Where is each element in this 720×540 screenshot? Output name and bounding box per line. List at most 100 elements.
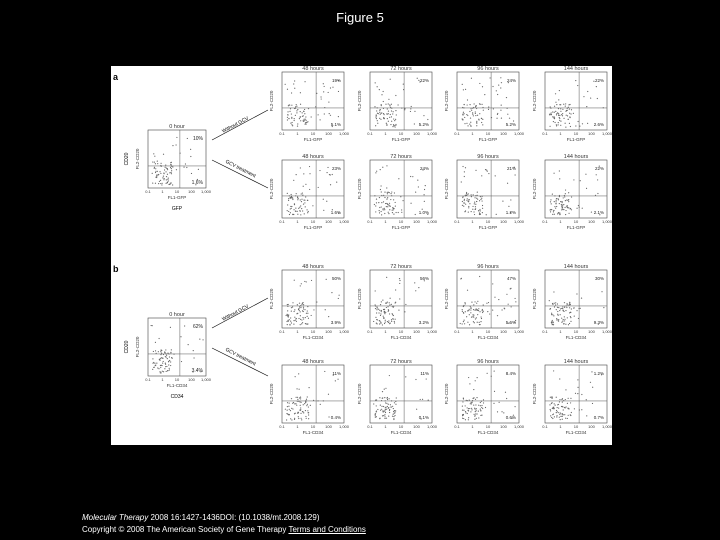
event-dot: [382, 166, 384, 168]
event-dot: [171, 165, 173, 167]
event-dot: [383, 117, 385, 119]
event-dot: [394, 318, 396, 320]
event-dot: [559, 314, 561, 316]
event-dot: [163, 179, 165, 181]
event-dot: [190, 148, 192, 150]
event-dot: [377, 122, 379, 124]
event-dot: [286, 192, 288, 194]
event-dot: [481, 86, 484, 88]
event-dot: [383, 410, 385, 412]
event-dot: [393, 320, 395, 323]
event-dot: [395, 110, 397, 112]
event-dot: [299, 92, 301, 94]
event-dot: [309, 188, 311, 191]
event-dot: [549, 308, 551, 310]
axis-tick-label: 1: [559, 424, 562, 429]
event-dot: [389, 404, 391, 406]
event-dot: [479, 311, 481, 313]
event-dot: [288, 414, 290, 416]
axis-tick-label: 0.1: [454, 329, 460, 334]
axis-tick-label: 0.1: [454, 424, 460, 429]
event-dot: [569, 315, 571, 318]
x-axis-label: FL1-GFP: [479, 137, 498, 142]
axis-tick-label: 1: [161, 377, 164, 382]
axis-tick-label: 1: [471, 329, 474, 334]
event-dot: [424, 185, 426, 187]
event-dot: [375, 322, 377, 324]
axis-tick-label: 1,000: [339, 424, 350, 429]
event-dot: [464, 405, 466, 407]
event-dot: [288, 314, 290, 316]
event-dot: [154, 341, 157, 343]
event-dot: [462, 111, 465, 113]
event-dot: [385, 311, 387, 313]
event-dot: [487, 108, 490, 110]
event-dot: [384, 209, 386, 211]
event-dot: [414, 110, 416, 112]
event-dot: [287, 316, 289, 318]
event-dot: [514, 321, 516, 323]
event-dot: [393, 124, 395, 126]
event-dot: [469, 117, 472, 119]
event-dot: [387, 306, 389, 308]
event-dot: [462, 114, 464, 116]
event-dot: [375, 115, 377, 117]
event-dot: [383, 322, 386, 325]
event-dot: [293, 418, 296, 420]
event-dot: [504, 308, 506, 310]
event-dot: [554, 404, 556, 406]
axis-tick-label: 100: [413, 131, 420, 136]
plot-frame: [544, 71, 608, 131]
event-dot: [515, 301, 517, 303]
event-dot: [300, 318, 302, 320]
event-dot: [179, 152, 181, 154]
event-dot: [467, 419, 469, 421]
quadrant-percent: 3.4%: [192, 368, 204, 374]
event-dot: [160, 354, 162, 356]
event-dot: [322, 198, 324, 200]
event-dot: [489, 313, 491, 315]
event-dot: [470, 210, 472, 213]
event-dot: [164, 355, 166, 358]
event-dot: [385, 122, 387, 124]
event-dot: [329, 114, 332, 116]
y-axis-label: FL2-CD20: [532, 178, 537, 199]
event-dot: [190, 155, 192, 158]
event-dot: [381, 112, 383, 114]
axis-tick-label: 0.1: [454, 131, 460, 136]
event-dot: [290, 207, 292, 209]
event-dot: [559, 419, 561, 421]
event-dot: [373, 203, 375, 206]
event-dot: [570, 109, 573, 111]
event-dot: [395, 114, 397, 116]
event-dot: [556, 306, 559, 308]
event-dot: [319, 119, 321, 121]
event-dot: [297, 197, 299, 199]
event-dot: [464, 210, 467, 212]
terms-link[interactable]: Terms and Conditions: [288, 525, 366, 534]
event-dot: [170, 173, 173, 175]
event-dot: [385, 417, 388, 419]
event-dot: [594, 194, 597, 196]
event-dot: [385, 103, 387, 105]
event-dot: [581, 123, 584, 125]
event-dot: [477, 314, 479, 316]
event-dot: [552, 413, 555, 415]
event-dot: [563, 103, 565, 105]
event-dot: [389, 78, 391, 80]
x-axis-label: FL1-CD34: [478, 430, 499, 435]
event-dot: [165, 354, 168, 356]
event-dot: [301, 419, 303, 421]
event-dot: [423, 200, 425, 202]
event-dot: [170, 349, 172, 351]
event-dot: [586, 106, 588, 108]
event-dot: [382, 208, 384, 210]
event-dot: [384, 191, 386, 193]
event-dot: [559, 398, 561, 401]
plot-frame: [147, 317, 207, 377]
event-dot: [380, 322, 382, 324]
event-dot: [581, 409, 583, 411]
event-dot: [384, 321, 386, 323]
event-dot: [167, 361, 170, 363]
event-dot: [557, 313, 559, 315]
